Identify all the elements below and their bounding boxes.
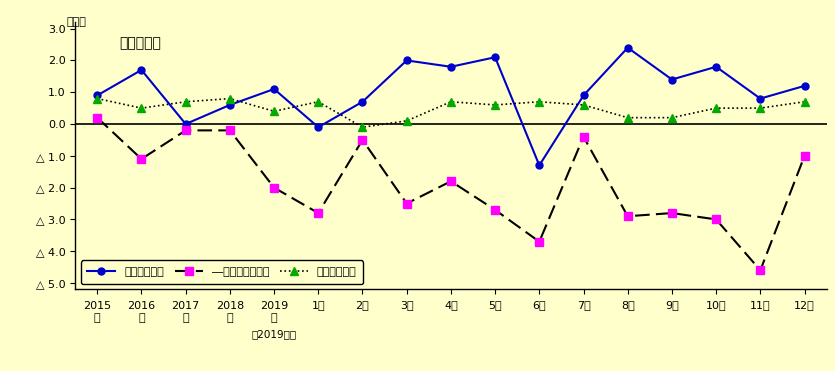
Text: 12月: 12月 xyxy=(794,301,815,311)
Text: （％）: （％） xyxy=(66,17,86,27)
Legend: 現金給与総額, ―総実労働時間数, 常用労働者数: 現金給与総額, ―総実労働時間数, 常用労働者数 xyxy=(81,260,363,284)
Text: （2019年）: （2019年） xyxy=(251,329,296,339)
Text: 2015: 2015 xyxy=(84,301,111,311)
Text: 年: 年 xyxy=(182,313,189,323)
Text: 10月: 10月 xyxy=(706,301,726,311)
Text: 2019: 2019 xyxy=(260,301,288,311)
Text: 1月: 1月 xyxy=(311,301,325,311)
Text: 3月: 3月 xyxy=(400,301,413,311)
Text: 7月: 7月 xyxy=(577,301,590,311)
Text: 4月: 4月 xyxy=(444,301,458,311)
Text: 6月: 6月 xyxy=(533,301,546,311)
Text: 年: 年 xyxy=(138,313,144,323)
Text: 年: 年 xyxy=(271,313,277,323)
Text: 11月: 11月 xyxy=(750,301,771,311)
Text: 年: 年 xyxy=(226,313,233,323)
Text: 5月: 5月 xyxy=(488,301,502,311)
Text: 8月: 8月 xyxy=(621,301,635,311)
Text: 2018: 2018 xyxy=(215,301,244,311)
Text: 調査産業計: 調査産業計 xyxy=(119,37,161,50)
Text: 2017: 2017 xyxy=(171,301,200,311)
Text: 年: 年 xyxy=(94,313,100,323)
Text: 2016: 2016 xyxy=(128,301,155,311)
Text: 9月: 9月 xyxy=(665,301,679,311)
Text: 2月: 2月 xyxy=(356,301,369,311)
